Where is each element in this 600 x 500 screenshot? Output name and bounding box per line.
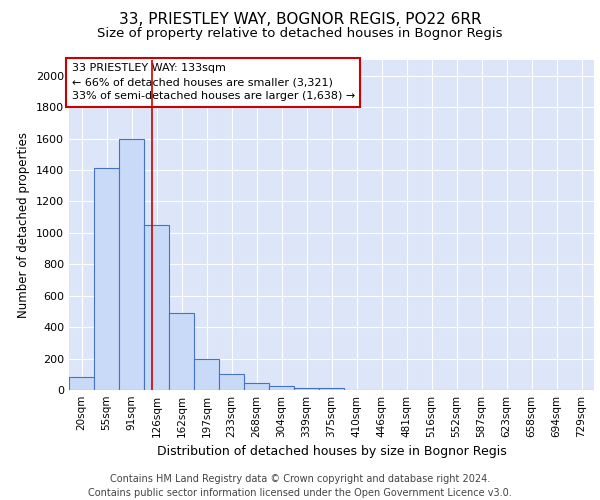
Bar	[269, 386, 294, 390]
Text: Size of property relative to detached houses in Bognor Regis: Size of property relative to detached ho…	[97, 28, 503, 40]
Bar	[319, 388, 344, 390]
Bar	[219, 374, 244, 390]
Y-axis label: Number of detached properties: Number of detached properties	[17, 132, 31, 318]
Text: 33, PRIESTLEY WAY, BOGNOR REGIS, PO22 6RR: 33, PRIESTLEY WAY, BOGNOR REGIS, PO22 6R…	[119, 12, 481, 28]
Bar	[144, 225, 169, 390]
Bar	[169, 313, 194, 390]
Text: Contains HM Land Registry data © Crown copyright and database right 2024.
Contai: Contains HM Land Registry data © Crown c…	[88, 474, 512, 498]
Text: 33 PRIESTLEY WAY: 133sqm
← 66% of detached houses are smaller (3,321)
33% of sem: 33 PRIESTLEY WAY: 133sqm ← 66% of detach…	[71, 64, 355, 102]
Bar	[244, 383, 269, 390]
Bar	[119, 138, 144, 390]
Bar	[69, 378, 94, 390]
X-axis label: Distribution of detached houses by size in Bognor Regis: Distribution of detached houses by size …	[157, 446, 506, 458]
Bar	[94, 168, 119, 390]
Bar	[194, 358, 219, 390]
Bar	[294, 388, 319, 390]
